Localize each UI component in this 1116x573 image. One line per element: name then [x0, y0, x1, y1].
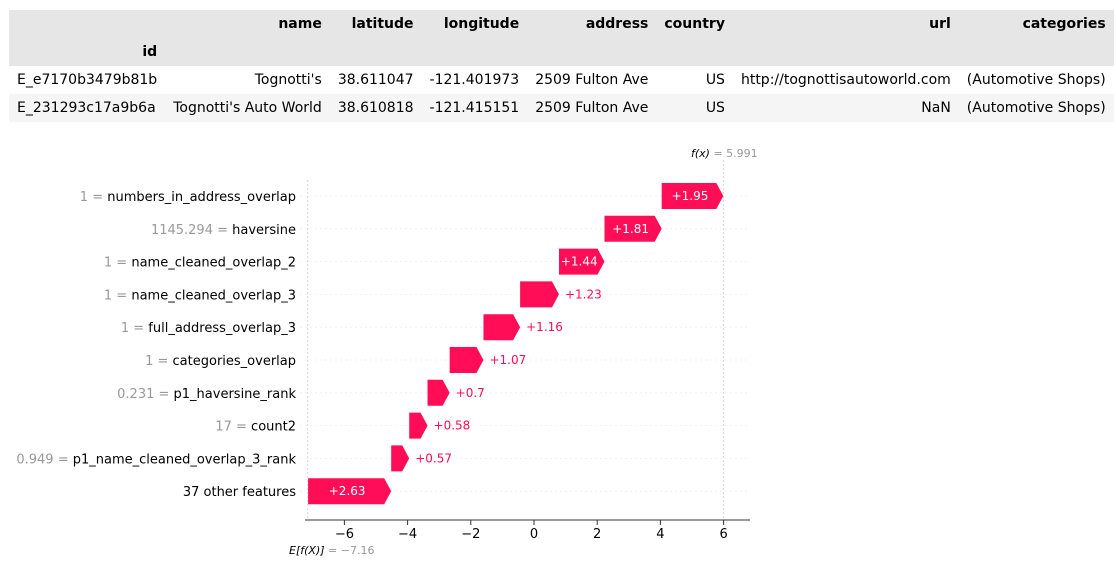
- table-header-row: name latitude longitude address country …: [9, 10, 1114, 38]
- table-header-address: address: [527, 10, 657, 38]
- contribution-bar: [308, 478, 392, 505]
- x-tick-label: 0: [530, 527, 538, 542]
- bar-value-label: +1.95: [672, 189, 709, 203]
- feature-value: 1 =: [121, 321, 148, 336]
- output-value: = 5.991: [713, 147, 757, 160]
- feature-value: 0.231 =: [117, 387, 173, 402]
- base-value: = −7.16: [328, 544, 374, 557]
- x-tick-label: 4: [656, 527, 664, 542]
- feature-name: p1_haversine_rank: [174, 387, 297, 402]
- feature-label: 17 = count2: [215, 420, 296, 435]
- contribution-bar: [409, 412, 428, 439]
- bar-value-label: +1.44: [561, 255, 598, 269]
- table-cell-id: E_231293c17a9b6a: [17, 100, 156, 116]
- table-cell-url: http://tognottisautoworld.com: [740, 72, 951, 88]
- feature-name: name_cleaned_overlap_3: [131, 288, 296, 303]
- table-cell-name: Tognotti's: [254, 72, 322, 88]
- feature-label: 1 = categories_overlap: [145, 354, 296, 369]
- bar-value-label: +0.57: [415, 451, 452, 465]
- bar-value-label: +1.23: [565, 287, 602, 301]
- contribution-bar: [558, 248, 605, 275]
- feature-name: p1_name_cleaned_overlap_3_rank: [73, 452, 297, 467]
- bar-value-label: +1.07: [489, 353, 526, 367]
- feature-label: 1145.294 = haversine: [151, 223, 296, 238]
- contribution-bar: [391, 445, 410, 472]
- contribution-bar: [604, 215, 662, 242]
- table-header-url: url: [732, 10, 959, 38]
- base-value-label: E[f(X)] = −7.16: [289, 544, 374, 557]
- contribution-bar: [427, 379, 450, 406]
- contribution-bar: [449, 347, 484, 373]
- bar-value-label: +1.81: [612, 222, 649, 236]
- table-cell-categories: (Automotive Shops): [966, 100, 1106, 116]
- contribution-bar: [520, 281, 559, 308]
- x-tick-label: 2: [593, 527, 601, 542]
- table-row: E_e7170b3479b81b Tognotti's 38.611047 -1…: [9, 66, 1114, 94]
- x-tick-label: −2: [461, 527, 480, 542]
- bar-value-label: +0.7: [456, 386, 485, 400]
- feature-name: name_cleaned_overlap_2: [131, 256, 296, 271]
- table-cell-country: US: [705, 72, 725, 88]
- feature-value: 1 =: [145, 354, 172, 369]
- output-label: f(x): [691, 147, 713, 160]
- feature-label: 1 = full_address_overlap_3: [121, 321, 296, 336]
- table-cell-categories: (Automotive Shops): [966, 72, 1106, 88]
- table-cell-country: US: [705, 100, 725, 116]
- feature-name: haversine: [232, 223, 296, 238]
- feature-label: 37 other features: [183, 485, 296, 500]
- feature-label: 1 = name_cleaned_overlap_2: [104, 256, 296, 271]
- feature-name: numbers_in_address_overlap: [107, 190, 296, 205]
- feature-label: 0.949 = p1_name_cleaned_overlap_3_rank: [16, 452, 296, 467]
- x-tick-label: −4: [398, 527, 417, 542]
- contribution-bar: [661, 183, 724, 209]
- feature-value: 1 =: [104, 256, 131, 271]
- table-cell-name: Tognotti's Auto World: [173, 100, 322, 116]
- feature-value: 1 =: [104, 288, 131, 303]
- table-cell-longitude: -121.415151: [429, 100, 520, 116]
- table-cell-longitude: -121.401973: [429, 72, 520, 88]
- x-tick-label: 6: [719, 527, 727, 542]
- table-cell-address: 2509 Fulton Ave: [535, 72, 649, 88]
- table-header-index: [9, 10, 166, 38]
- contribution-bar: [483, 314, 521, 341]
- feature-name: count2: [251, 420, 296, 435]
- feature-value: 1 =: [80, 190, 107, 205]
- table-header-name: name: [165, 10, 330, 38]
- table-header-latitude: latitude: [329, 10, 422, 38]
- table-cell-url: NaN: [921, 100, 951, 116]
- feature-label: 1 = numbers_in_address_overlap: [80, 190, 296, 205]
- base-label: E[f(X)]: [289, 544, 328, 557]
- bar-value-label: +0.58: [434, 419, 471, 433]
- x-tick-label: −6: [335, 527, 354, 542]
- table-header-longitude: longitude: [421, 10, 528, 38]
- feature-name: 37 other features: [183, 485, 296, 500]
- bar-value-label: +1.16: [526, 320, 563, 334]
- data-table: name latitude longitude address country …: [9, 10, 1114, 122]
- feature-label: 0.231 = p1_haversine_rank: [117, 387, 296, 402]
- table-header-categories: categories: [958, 10, 1114, 38]
- feature-label: 1 = name_cleaned_overlap_3: [104, 288, 296, 303]
- feature-name: full_address_overlap_3: [148, 321, 296, 336]
- table-index-name-row: id: [9, 38, 1114, 66]
- table-index-name: id: [9, 38, 166, 66]
- table-cell-latitude: 38.611047: [337, 72, 414, 88]
- table-row: E_231293c17a9b6a Tognotti's Auto World 3…: [9, 94, 1114, 122]
- output-value-label: f(x) = 5.991: [691, 147, 758, 160]
- feature-name: categories_overlap: [173, 354, 296, 369]
- table-cell-id: E_e7170b3479b81b: [17, 72, 158, 88]
- table-header-country: country: [656, 10, 733, 38]
- shap-waterfall-chart: +1.95 1 = numbers_in_address_overlap +1.81…: [16, 147, 758, 557]
- table-cell-latitude: 38.610818: [337, 100, 414, 116]
- table-cell-address: 2509 Fulton Ave: [535, 100, 649, 116]
- feature-value: 1145.294 =: [151, 223, 232, 238]
- feature-value: 0.949 =: [16, 452, 72, 467]
- feature-value: 17 =: [215, 420, 251, 435]
- bar-value-label: +2.63: [329, 484, 366, 498]
